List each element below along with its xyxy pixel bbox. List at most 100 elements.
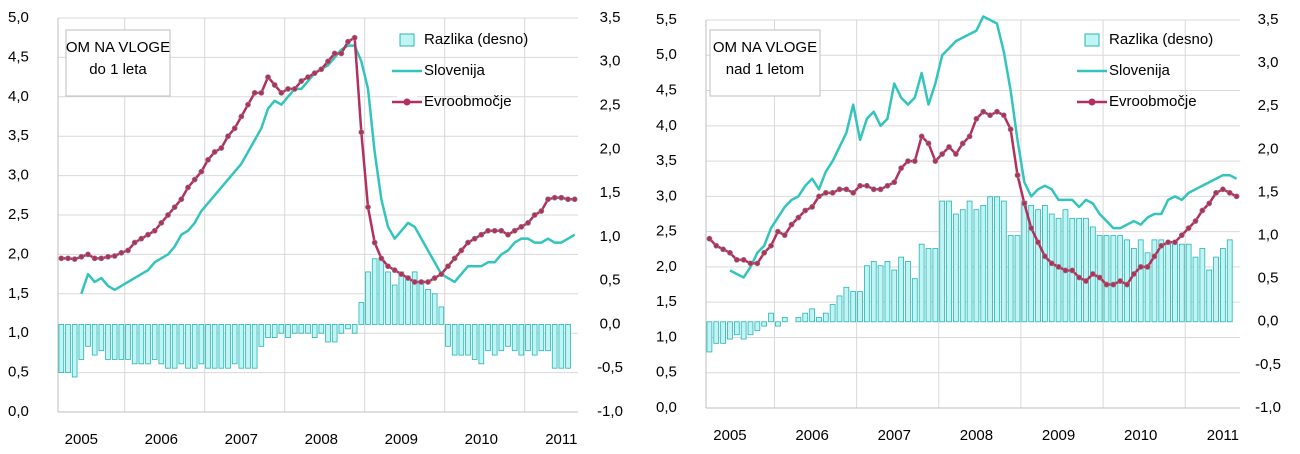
marker <box>1124 281 1130 288</box>
marker <box>1192 218 1199 224</box>
marker <box>1206 200 1213 207</box>
bar <box>1172 243 1178 323</box>
marker <box>118 249 125 256</box>
marker <box>980 108 987 115</box>
y2-tick-label: -1,0 <box>597 403 623 420</box>
marker <box>829 189 836 196</box>
marker <box>525 219 531 226</box>
bar <box>258 324 265 347</box>
marker <box>258 89 265 96</box>
y2-tick-label: 3,5 <box>600 9 621 26</box>
marker <box>78 253 85 260</box>
bar <box>331 324 338 343</box>
bar <box>451 324 458 356</box>
bar <box>158 324 165 365</box>
bar <box>1226 239 1233 323</box>
bar <box>1192 256 1199 323</box>
bar <box>438 306 445 325</box>
y2-tick-label: 0,0 <box>600 315 621 332</box>
marker <box>271 82 278 88</box>
y-tick-label: 1,5 <box>656 293 677 310</box>
annotation-box <box>709 29 821 97</box>
marker <box>338 50 345 57</box>
marker <box>774 228 781 235</box>
annotation: do 1 leta <box>89 61 147 78</box>
bar <box>165 324 171 369</box>
y-tick-label: 3,0 <box>656 187 677 204</box>
bar <box>125 324 131 360</box>
bar <box>959 209 966 323</box>
x-tick-label: 2009 <box>385 431 418 448</box>
x-tick-label: 2007 <box>225 431 258 448</box>
bar <box>505 324 511 347</box>
bar <box>398 271 405 325</box>
bar <box>305 324 311 334</box>
marker <box>305 74 311 80</box>
y2-tick-label: 1,5 <box>1258 183 1279 200</box>
marker <box>1062 267 1069 274</box>
marker <box>911 158 918 164</box>
bar <box>98 324 105 352</box>
bar <box>754 321 761 331</box>
marker <box>418 279 425 285</box>
bar <box>471 324 478 360</box>
bar <box>565 324 571 369</box>
bar <box>932 248 939 323</box>
marker <box>1103 281 1110 288</box>
marker <box>1028 225 1035 232</box>
bar <box>218 324 225 369</box>
x-tick-label: 2006 <box>145 431 178 448</box>
bar <box>538 324 545 352</box>
marker <box>884 182 891 189</box>
bar <box>425 289 431 325</box>
y-tick-label: 0,0 <box>656 399 677 416</box>
marker <box>251 89 258 96</box>
legend-label: Slovenija <box>424 62 486 79</box>
y2-tick-label: 3,0 <box>1258 54 1279 71</box>
y2-tick-label: 2,0 <box>1258 140 1279 157</box>
bar <box>1206 269 1213 323</box>
bar <box>251 324 258 369</box>
line <box>80 44 576 295</box>
bar <box>498 324 505 352</box>
bar <box>558 324 565 369</box>
bar <box>525 324 531 352</box>
marker <box>870 186 877 193</box>
marker <box>713 242 720 249</box>
marker <box>351 34 358 41</box>
marker <box>822 189 829 196</box>
bar <box>351 324 358 334</box>
marker <box>891 179 898 186</box>
x-tick-label: 2010 <box>1124 427 1157 444</box>
marker <box>285 86 291 92</box>
bar <box>511 324 518 352</box>
marker <box>165 212 171 218</box>
bar <box>891 269 898 323</box>
marker <box>471 235 478 242</box>
bar <box>768 312 774 323</box>
bar <box>713 321 720 344</box>
marker <box>58 255 65 262</box>
bar <box>1103 235 1110 323</box>
bar <box>836 295 843 323</box>
x-tick-label: 2006 <box>795 427 828 444</box>
x-tick-label: 2010 <box>465 431 498 448</box>
marker <box>987 112 994 119</box>
y-tick-label: 2,0 <box>8 245 29 262</box>
y2-tick-label: 0,5 <box>600 272 621 289</box>
marker <box>1199 207 1206 214</box>
marker <box>365 204 371 211</box>
marker <box>425 279 431 285</box>
bar <box>138 324 145 365</box>
marker <box>358 129 365 136</box>
marker <box>1178 232 1185 239</box>
bar <box>857 291 863 323</box>
bar <box>318 324 325 334</box>
marker <box>706 235 713 242</box>
bar <box>478 324 485 365</box>
marker <box>218 145 225 151</box>
marker <box>298 78 305 84</box>
marker <box>211 149 218 155</box>
bar <box>1042 204 1048 323</box>
bar <box>191 324 198 369</box>
